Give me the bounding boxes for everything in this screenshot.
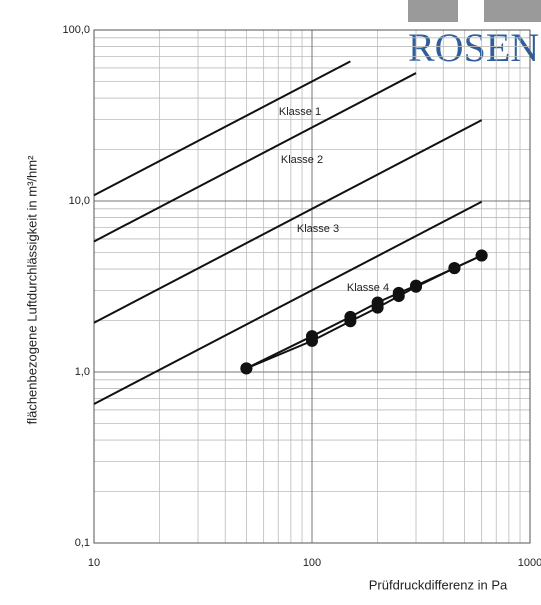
y-tick-label: 0,1 (75, 537, 90, 549)
data-point (392, 290, 405, 303)
x-tick-label: 10 (88, 557, 100, 569)
data-point (371, 301, 384, 314)
x-tick-label: 1000 (518, 557, 541, 569)
logo-block (408, 0, 458, 22)
data-point (240, 362, 253, 375)
x-axis-label: Prüfdruckdifferenz in Pa (369, 577, 508, 592)
series-line (93, 72, 417, 243)
series-line (93, 119, 483, 324)
y-tick-label: 1,0 (75, 366, 90, 378)
y-tick-label: 10,0 (69, 195, 90, 207)
data-point (344, 315, 357, 328)
series-label: Klasse 2 (281, 154, 323, 166)
logo-block (484, 0, 541, 22)
series-label: Klasse 1 (279, 106, 321, 118)
series-line (93, 60, 351, 197)
data-point (448, 262, 461, 275)
series-label: Klasse 3 (297, 223, 339, 235)
y-tick-label: 100,0 (62, 24, 90, 36)
series-line (245, 254, 483, 370)
logo: ROSEN (408, 25, 539, 70)
y-axis-label: flächenbezogene Luftdurchlässigkeit in m… (24, 155, 39, 424)
data-point (475, 249, 488, 262)
plot-frame (93, 29, 531, 544)
series-label: Klasse 4 (347, 282, 389, 294)
x-tick-label: 100 (303, 557, 321, 569)
data-point (410, 280, 423, 293)
data-point (306, 334, 318, 347)
series-line (93, 200, 483, 405)
